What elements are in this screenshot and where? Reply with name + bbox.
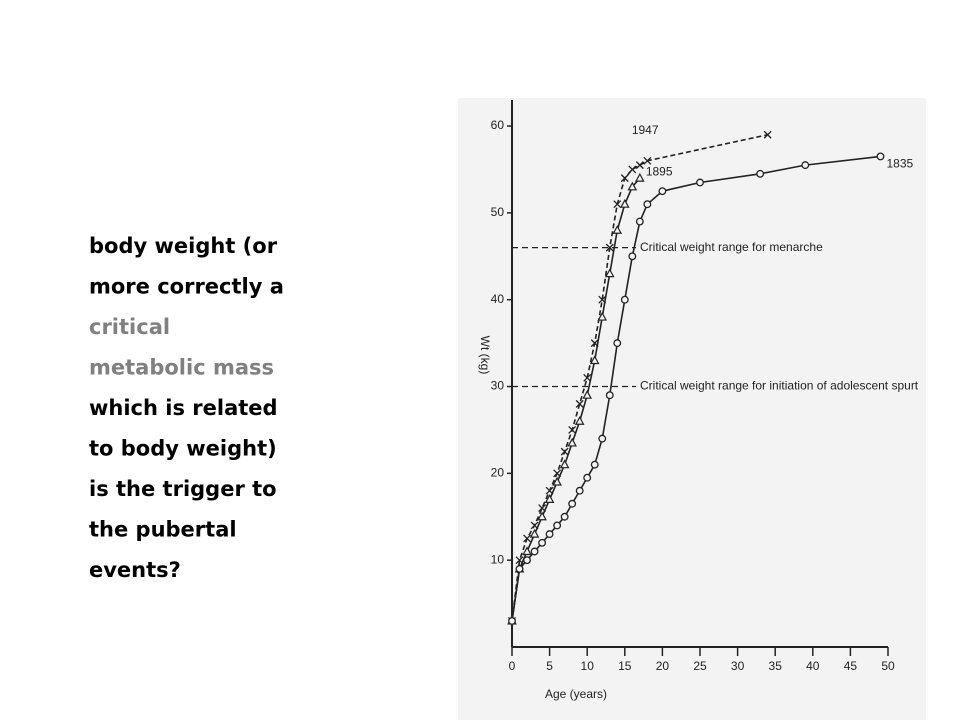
marker-circle bbox=[801, 161, 810, 170]
x-tick-label: 15 bbox=[618, 659, 632, 673]
reference-label: Critical weight range for menarche bbox=[640, 240, 823, 254]
x-tick-label: 30 bbox=[731, 659, 745, 673]
marker-circle bbox=[530, 547, 539, 556]
marker-circle bbox=[613, 339, 622, 348]
marker-circle bbox=[620, 295, 629, 304]
marker-triangle bbox=[635, 172, 645, 182]
text-line: body weight (or bbox=[89, 234, 278, 258]
marker-circle bbox=[696, 178, 704, 187]
marker-triangle bbox=[552, 476, 562, 486]
marker-x bbox=[763, 130, 772, 139]
marker-x bbox=[628, 165, 637, 174]
marker-x bbox=[620, 174, 629, 183]
y-tick-label: 60 bbox=[491, 118, 505, 132]
marker-circle bbox=[628, 252, 637, 261]
marker-x bbox=[635, 161, 644, 170]
marker-triangle bbox=[619, 198, 630, 208]
text-line: the pubertal bbox=[89, 518, 237, 542]
y-tick-label: 50 bbox=[491, 205, 505, 219]
marker-triangle bbox=[627, 181, 638, 191]
marker-circle bbox=[583, 473, 592, 482]
marker-circle bbox=[523, 556, 531, 565]
marker-x bbox=[613, 200, 622, 209]
y-tick-label: 10 bbox=[491, 552, 505, 566]
marker-triangle bbox=[604, 268, 615, 278]
text-line: to body weight) bbox=[89, 437, 277, 461]
marker-circle bbox=[876, 152, 885, 161]
marker-x bbox=[583, 373, 592, 382]
x-tick-label: 20 bbox=[656, 659, 670, 673]
marker-triangle bbox=[567, 437, 577, 447]
marker-circle bbox=[568, 499, 577, 508]
text-line: events? bbox=[89, 558, 181, 582]
text-line: is the trigger to bbox=[89, 477, 277, 501]
marker-circle bbox=[598, 434, 607, 443]
x-tick-label: 10 bbox=[581, 659, 595, 673]
marker-circle bbox=[635, 217, 644, 226]
marker-triangle bbox=[582, 389, 593, 399]
marker-triangle bbox=[574, 415, 585, 425]
text-line: more correctly a bbox=[89, 275, 284, 299]
marker-triangle bbox=[537, 511, 547, 521]
chart: 10 20 30 40 50 60 0 5 10 15 20 25 30 35 40 45 50 Age (yea… bbox=[478, 100, 919, 701]
y-axis-label: Wt (kg) bbox=[478, 336, 492, 375]
x-tick-label: 50 bbox=[881, 659, 895, 673]
marker-x bbox=[605, 243, 614, 252]
marker-x bbox=[575, 399, 584, 408]
x-tick-label: 0 bbox=[509, 659, 516, 673]
marker-circle bbox=[643, 200, 652, 209]
marker-circle bbox=[756, 169, 765, 178]
scan-background bbox=[458, 98, 926, 720]
y-tick-label: 30 bbox=[491, 379, 505, 393]
marker-x bbox=[568, 425, 577, 434]
x-tick-label: 45 bbox=[844, 659, 858, 673]
text-line: which is related bbox=[89, 396, 278, 420]
marker-circle bbox=[605, 391, 614, 400]
reference-label: Critical weight range for initiation of … bbox=[640, 379, 919, 393]
marker-triangle bbox=[544, 494, 555, 503]
marker-triangle bbox=[589, 355, 600, 365]
x-tick-label: 40 bbox=[806, 659, 820, 673]
x-tick-label: 5 bbox=[546, 659, 553, 673]
text-line: critical bbox=[89, 315, 170, 339]
marker-circle bbox=[560, 512, 569, 521]
marker-circle bbox=[545, 530, 554, 539]
marker-triangle bbox=[597, 311, 608, 321]
marker-x bbox=[523, 534, 531, 543]
marker-circle bbox=[575, 486, 584, 495]
y-tick-label: 40 bbox=[491, 292, 505, 306]
marker-triangle bbox=[529, 528, 540, 538]
marker-circle bbox=[658, 187, 667, 196]
x-axis-label: Age (years) bbox=[545, 687, 607, 701]
series-line bbox=[511, 133, 768, 622]
y-tick-label: 20 bbox=[491, 466, 505, 480]
marker-x bbox=[643, 156, 652, 165]
marker-circle bbox=[553, 521, 562, 530]
series-label: 1895 bbox=[646, 164, 673, 178]
marker-circle bbox=[515, 564, 524, 573]
marker-triangle bbox=[559, 459, 570, 469]
x-tick-label: 25 bbox=[693, 659, 707, 673]
marker-x bbox=[560, 447, 569, 456]
marker-triangle bbox=[612, 224, 623, 234]
marker-triangle bbox=[522, 546, 532, 556]
marker-circle bbox=[508, 617, 516, 625]
series-label: 1835 bbox=[886, 157, 913, 171]
slide-text: body weight (or more correctly a critical m… bbox=[89, 234, 284, 582]
text-line: metabolic mass bbox=[89, 356, 274, 380]
x-tick-label: 35 bbox=[769, 659, 783, 673]
marker-circle bbox=[538, 538, 547, 547]
marker-circle bbox=[590, 460, 599, 469]
series-label: 1947 bbox=[632, 123, 659, 137]
